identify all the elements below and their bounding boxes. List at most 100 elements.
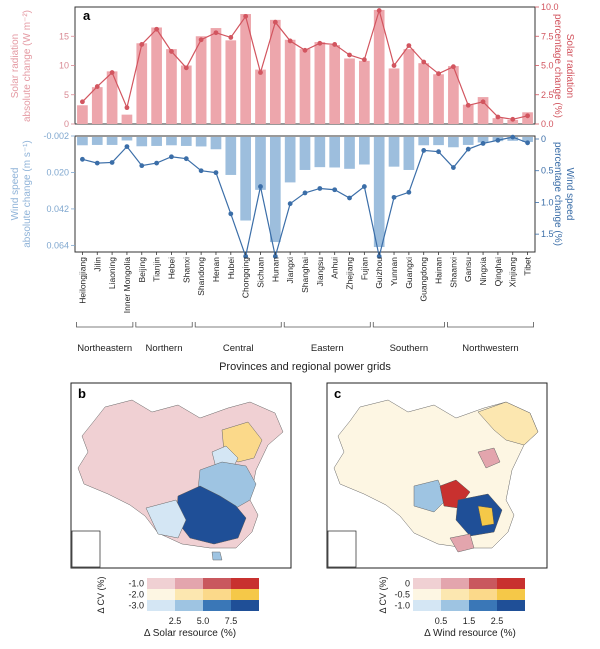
wind-bar: [462, 137, 474, 145]
wind-point: [109, 160, 115, 165]
wind-bar: [284, 137, 296, 183]
wind-point: [213, 170, 219, 176]
solar-bar: [106, 71, 118, 124]
tick-label: 0.064: [46, 240, 69, 250]
solar-bar: [255, 69, 266, 124]
solar-bar: [433, 74, 444, 124]
category-label: Henan: [211, 257, 221, 282]
tick-label: 5.0: [541, 61, 554, 71]
tick-label: 10.0: [541, 2, 559, 12]
bottom-right-ylabel: Wind speedpercentage change (%): [552, 142, 575, 246]
x-axis-title: Provinces and regional power grids: [219, 361, 391, 373]
solar-bar: [195, 36, 207, 124]
wind-point: [495, 137, 501, 143]
wind-bar: [240, 137, 251, 221]
legend-row-label: -1.0: [394, 601, 410, 611]
solar-point: [302, 47, 308, 53]
wind-point: [228, 211, 234, 217]
solar-point: [376, 8, 382, 13]
category-label: Guizhou: [374, 257, 384, 289]
solar-bar: [225, 40, 237, 124]
panel-a-letter: a: [83, 8, 91, 23]
wind-point: [317, 186, 323, 191]
wind-bar: [477, 137, 489, 143]
wind-point: [406, 189, 412, 195]
wind-point: [332, 187, 338, 193]
legend-cell: [147, 589, 175, 600]
solar-point: [406, 43, 412, 49]
solar-bar: [136, 43, 148, 124]
legend-cell: [441, 600, 469, 611]
category-label: Shaanxi: [448, 257, 458, 288]
wind-point: [258, 184, 263, 189]
wind-bar: [91, 137, 103, 145]
region-label: Northwestern: [462, 343, 519, 354]
wind-point: [169, 154, 174, 160]
wind-bar: [77, 137, 88, 146]
panel-b: b -1.0-2.0-3.0 2.5 5.0 7.5 Δ CV (%) Δ Solar…: [70, 382, 292, 639]
category-label: Fujian: [359, 257, 369, 280]
wind-bar: [433, 137, 444, 146]
wind-bar: [210, 137, 222, 150]
tick-label: 0.042: [46, 204, 69, 214]
category-label: Jiangxi: [285, 257, 295, 284]
category-label: Jiangsu: [315, 257, 325, 287]
legend-cell: [469, 600, 497, 611]
legend-row-label: -0.5: [394, 590, 410, 600]
legend-cell: [175, 578, 203, 589]
solar-bar: [240, 14, 251, 125]
legend-cell: [175, 589, 203, 600]
tick-label: 1.5: [541, 229, 554, 239]
legend-cell: [441, 589, 469, 600]
solar-point: [198, 37, 204, 43]
region-label: Northern: [146, 343, 183, 354]
tick-label: 0: [64, 119, 69, 129]
legend-cell: [469, 578, 497, 589]
solar-bar: [373, 9, 385, 124]
solar-point: [317, 40, 323, 46]
top-left-ylabel: Solar radiationabsolute change (W m⁻²): [10, 10, 33, 122]
legend-cell: [175, 600, 203, 611]
wind-point: [436, 149, 441, 155]
category-label: Hainan: [434, 257, 444, 284]
legend-cell: [413, 600, 441, 611]
panel-c-letter: c: [334, 386, 341, 401]
china-map-wind: [333, 399, 539, 553]
category-label: Qinghai: [493, 257, 503, 286]
china-map-solar: [77, 399, 284, 561]
wind-bar: [151, 137, 162, 146]
wind-bar: [180, 137, 192, 146]
legend-cell: [469, 589, 497, 600]
solar-bar: [418, 63, 430, 124]
region-bracket: [76, 322, 134, 328]
solar-point: [436, 71, 441, 77]
region-bracket: [372, 322, 445, 328]
solar-bar: [314, 42, 326, 124]
legend-cell: [147, 578, 175, 589]
solar-point: [183, 65, 189, 71]
legend-col-label: 7.5: [225, 616, 238, 626]
solar-bar: [403, 49, 415, 125]
wind-point: [243, 253, 249, 259]
solar-point: [347, 52, 352, 58]
region-bracket: [135, 322, 193, 328]
category-label: Sichuan: [255, 257, 265, 288]
solar-bar: [492, 118, 504, 124]
legend-cell: [231, 589, 259, 600]
solar-point: [450, 64, 456, 70]
legend-cell: [147, 600, 175, 611]
legend-solar: -1.0-2.0-3.0 2.5 5.0 7.5: [128, 578, 259, 626]
wind-point: [376, 253, 382, 259]
wind-bar: [522, 137, 533, 142]
wind-bar: [225, 137, 237, 175]
solar-bar: [507, 119, 519, 124]
category-label: Gansu: [463, 257, 473, 282]
category-label: Guangdong: [419, 257, 429, 302]
tick-label: 0: [541, 134, 546, 144]
wind-bar: [329, 137, 341, 168]
wind-bar: [359, 137, 370, 165]
legend-row-label: -2.0: [128, 590, 144, 600]
region-bracket: [447, 322, 534, 328]
wind-bar: [269, 137, 281, 243]
